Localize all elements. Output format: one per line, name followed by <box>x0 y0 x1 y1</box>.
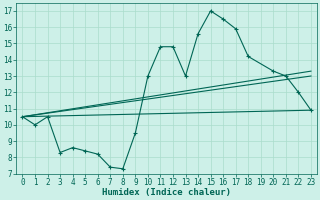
X-axis label: Humidex (Indice chaleur): Humidex (Indice chaleur) <box>102 188 231 197</box>
